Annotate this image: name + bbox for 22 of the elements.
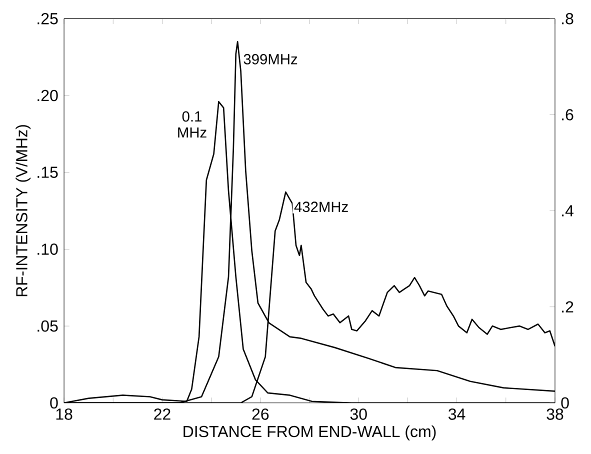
y-axis-title: RF-INTENSITY (V/MHz): [16, 125, 31, 296]
series-label: 0.1 MHz: [178, 111, 206, 138]
x-tick-label: 30: [350, 408, 367, 420]
x-tick-label: 18: [56, 408, 72, 420]
y-tick-label: .25: [38, 13, 58, 25]
series-label: 399MHz: [244, 54, 298, 65]
y2-tick-label: .4: [562, 206, 574, 217]
x-tick-label: 22: [154, 408, 170, 420]
y-tick-label: .05: [38, 320, 58, 332]
y-tick-label: .20: [38, 90, 58, 102]
y2-tick-label: 0: [561, 397, 569, 409]
y-tick-label: 0: [50, 397, 58, 409]
series-label: 432MHz: [294, 202, 348, 212]
x-tick-label: 26: [252, 408, 269, 420]
y2-tick-label: .6: [562, 109, 574, 121]
y2-tick-label: .8: [562, 13, 574, 25]
x-tick-label: 34: [448, 408, 466, 420]
x-tick-label: 38: [546, 408, 564, 420]
y-tick-label: .15: [38, 166, 58, 178]
y2-tick-label: .2: [562, 301, 574, 313]
y-tick-label: .10: [38, 244, 58, 256]
x-axis-title: DISTANCE FROM END-WALL (cm): [184, 426, 436, 441]
